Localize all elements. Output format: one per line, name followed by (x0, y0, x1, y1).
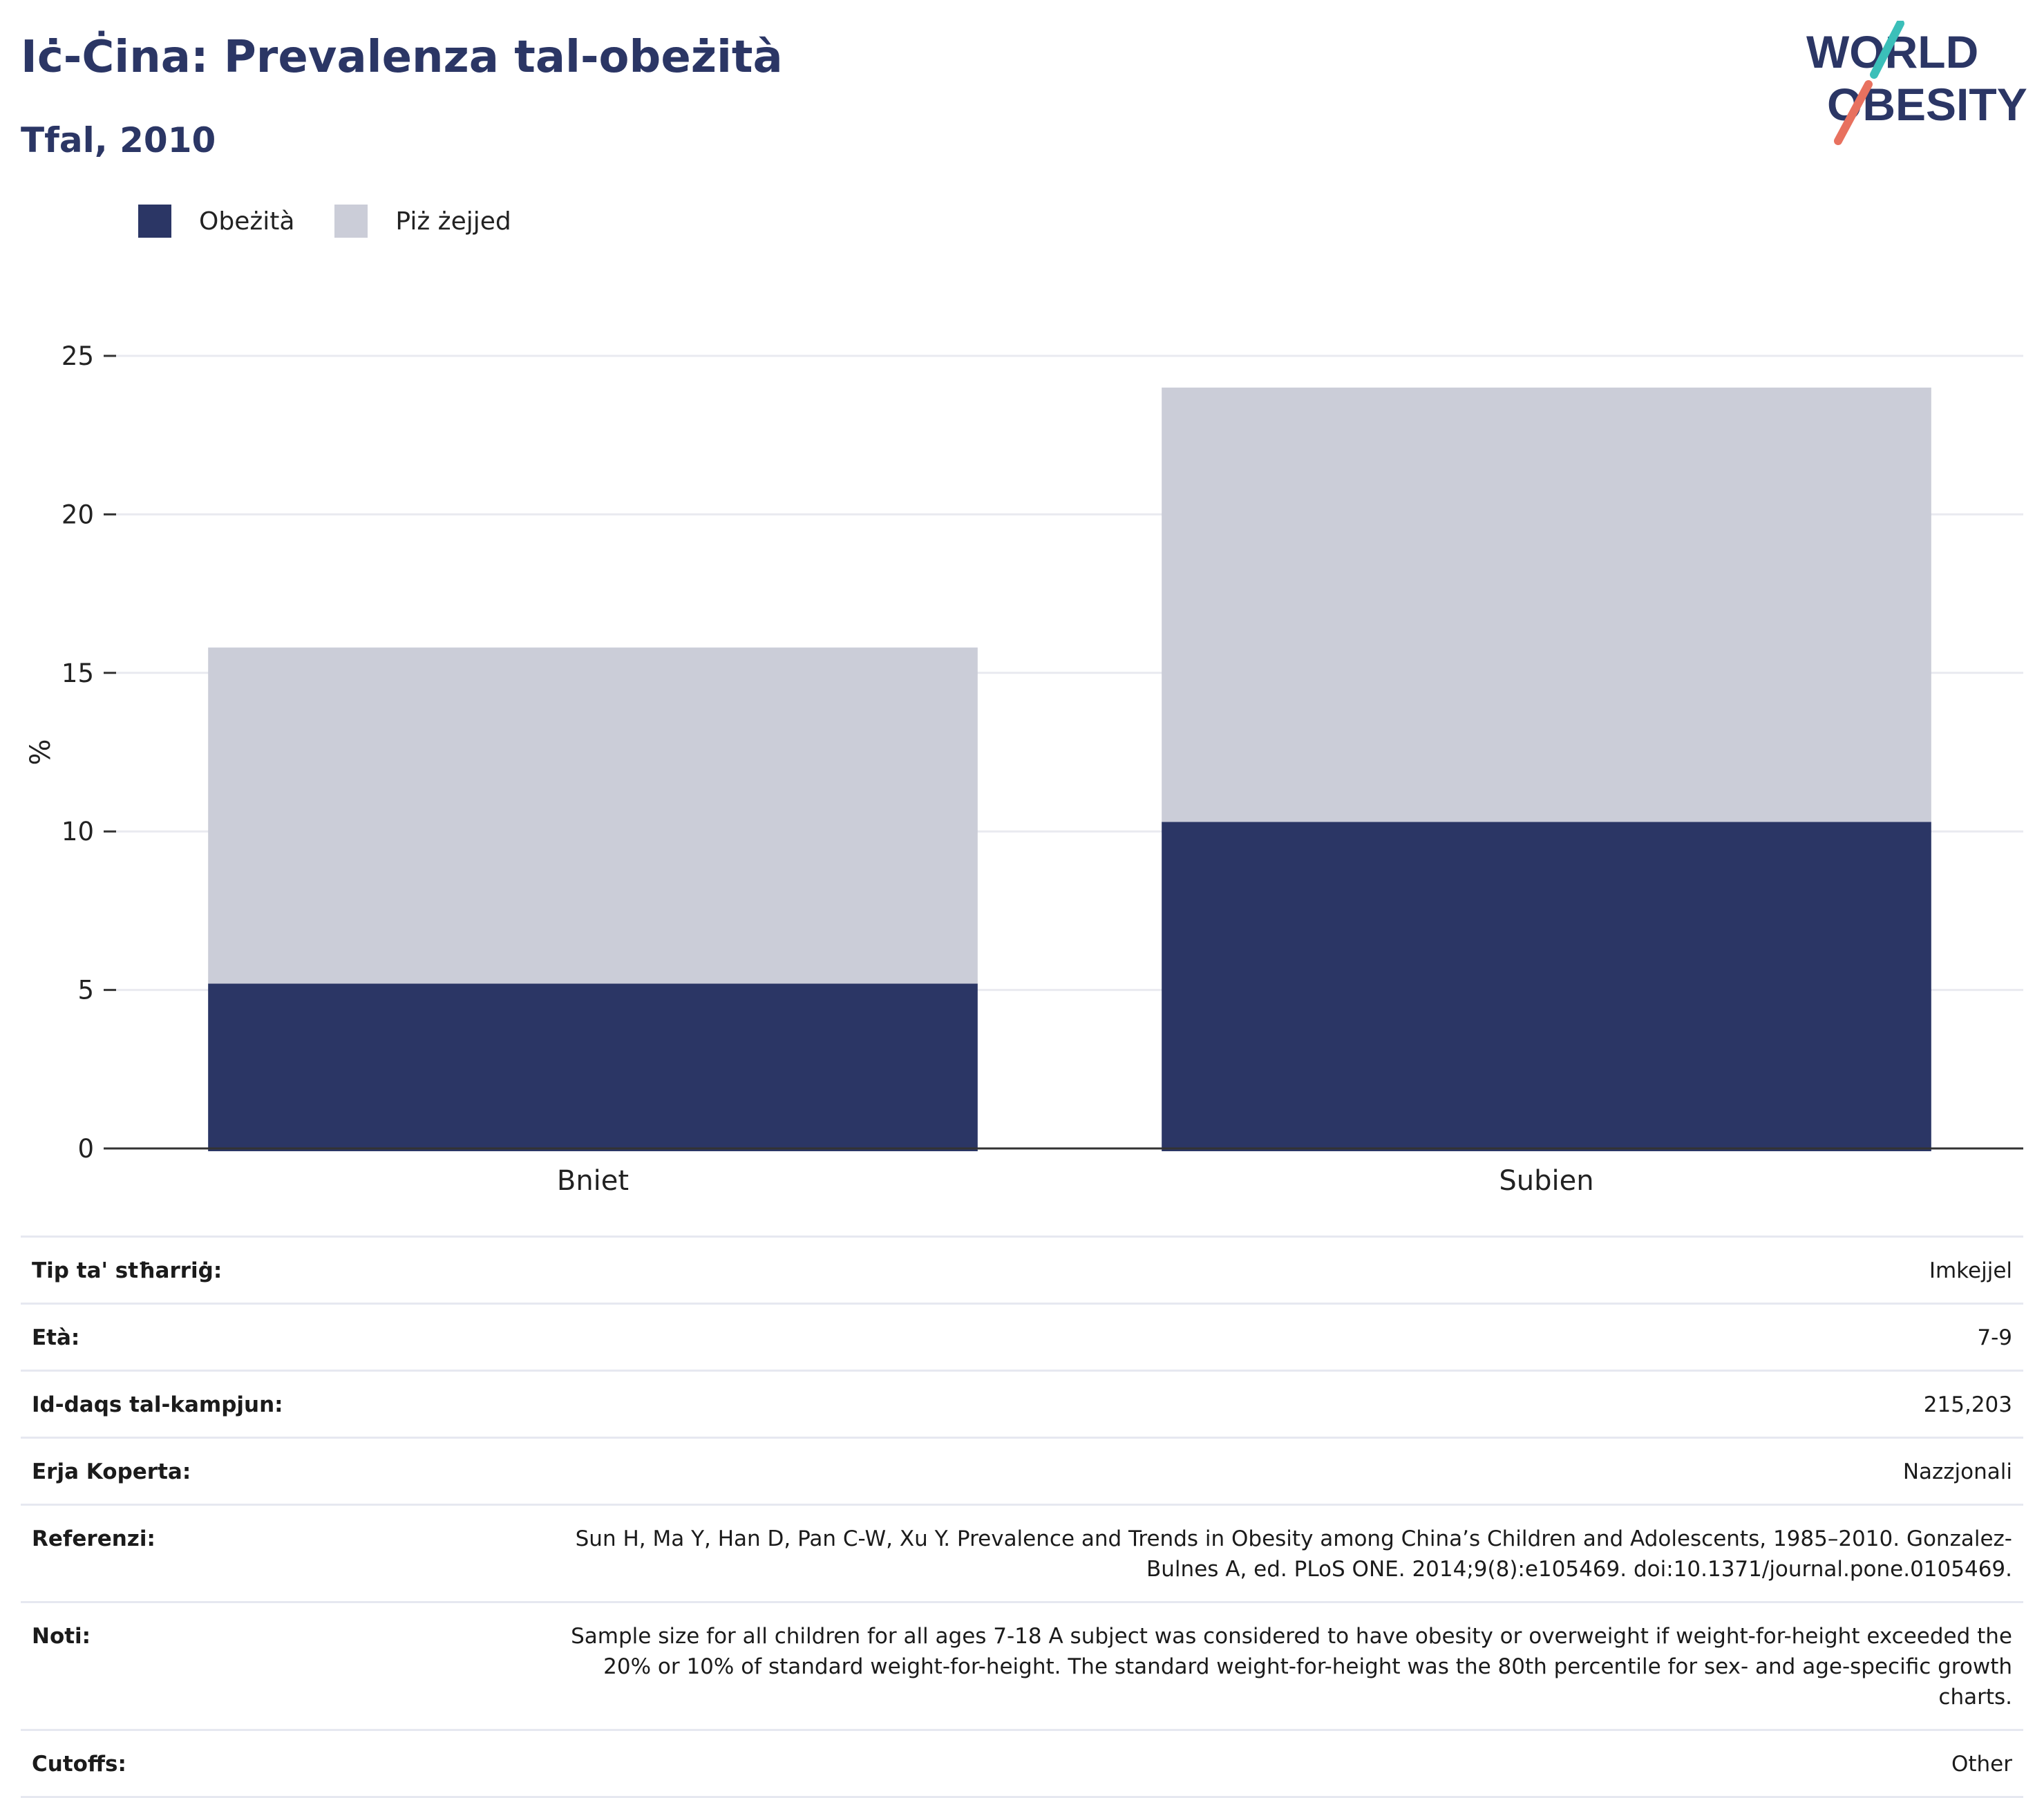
bar-subien-overweight (1162, 387, 1931, 822)
y-tick-label: 25 (61, 341, 94, 371)
info-value: Sample size for all children for all age… (571, 1624, 2012, 1710)
legend-item-obesity: Obeżità (138, 205, 294, 238)
logo-coral-slash (1834, 80, 1873, 145)
info-value: Imkejjel (1929, 1258, 2012, 1283)
survey-info-table: Tip ta' stħarriġ: Imkejjel Età: 7-9 Id-daqs … (21, 1236, 2023, 1798)
info-label: Erja Koperta: (32, 1459, 191, 1484)
info-row: Cutoffs: Other (21, 1729, 2023, 1798)
info-row: Erja Koperta: Nazzjonali (21, 1437, 2023, 1504)
info-label: Cutoffs: (32, 1752, 126, 1777)
info-label: Età: (32, 1325, 80, 1350)
info-row: Id-daqs tal-kampjun: 215,203 (21, 1370, 2023, 1437)
chart-subtitle: Tfal, 2010 (21, 120, 216, 160)
legend-label-overweight: Piż żejjed (395, 207, 511, 236)
bar-bniet-obesity (208, 983, 978, 1151)
bar-bniet-overweight (208, 647, 978, 984)
info-row: Tip ta' stħarriġ: Imkejjel (21, 1236, 2023, 1303)
chart-legend: Obeżità Piż żejjed (138, 205, 551, 238)
y-tick-label: 0 (77, 1134, 94, 1164)
info-value: 7-9 (1977, 1325, 2012, 1350)
info-label: Noti: (32, 1624, 91, 1649)
y-tick-label: 10 (61, 817, 94, 846)
y-axis-label: % (25, 739, 57, 765)
legend-item-overweight: Piż żejjed (334, 205, 511, 238)
legend-swatch-obesity (138, 205, 171, 238)
bar-subien-obesity (1162, 822, 1931, 1151)
info-value: Nazzjonali (1902, 1459, 2012, 1484)
info-value: Sun H, Ma Y, Han D, Pan C-W, Xu Y. Preva… (575, 1526, 2012, 1582)
legend-swatch-overweight (334, 205, 368, 238)
info-row: Età: 7-9 (21, 1303, 2023, 1370)
info-value: 215,203 (1923, 1392, 2012, 1417)
stacked-bar-chart: 0 5 10 15 20 25% Bniet Subien (25, 341, 2023, 1197)
info-row: Noti: Sample size for all children for al… (21, 1601, 2023, 1729)
info-row: Referenzi: Sun H, Ma Y, Han D, Pan C-W, X… (21, 1504, 2023, 1601)
chart-title: Iċ-Ċina: Prevalenza tal-obeżità (21, 32, 783, 83)
info-value: Other (1951, 1752, 2012, 1777)
y-tick-label: 5 (77, 976, 94, 1005)
x-tick-label: Bniet (557, 1165, 629, 1197)
logo-teal-slash (1870, 21, 1904, 79)
info-label: Tip ta' stħarriġ: (32, 1258, 223, 1283)
y-tick-label: 15 (61, 659, 94, 688)
legend-label-obesity: Obeżità (199, 207, 295, 236)
info-label: Referenzi: (32, 1526, 155, 1551)
world-obesity-logo: WORLD OBESITY (1806, 21, 2027, 145)
info-label: Id-daqs tal-kampjun: (32, 1392, 283, 1417)
y-tick-label: 20 (61, 500, 94, 529)
x-tick-label: Subien (1499, 1165, 1593, 1197)
